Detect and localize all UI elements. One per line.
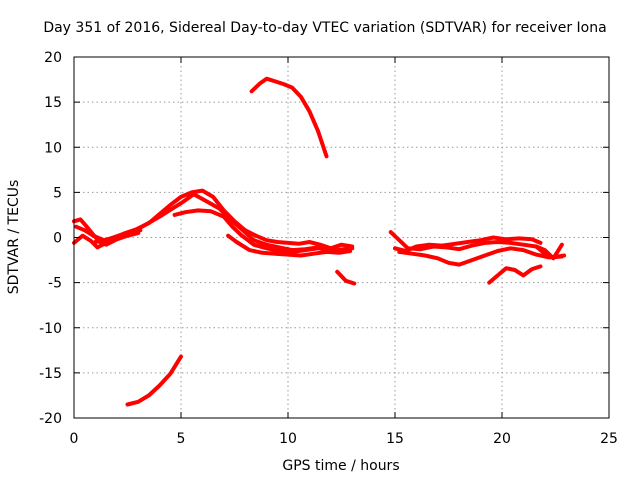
y-tick-label: -5 [48,276,62,292]
x-axis-label: GPS time / hours [282,458,399,474]
x-tick-label: 15 [386,431,404,447]
y-tick-label: 20 [44,50,62,66]
y-tick-label: -15 [39,366,62,382]
series-arc-f [226,233,353,258]
series-arc-n [534,242,564,261]
y-tick-label: 0 [53,231,62,247]
x-tick-label: 5 [177,431,186,447]
chart-title: Day 351 of 2016, Sidereal Day-to-day VTE… [43,20,606,36]
y-tick-label: 10 [44,140,62,156]
series-arc-g [249,76,329,159]
y-tick-label: 5 [53,185,62,201]
y-tick-labels: 20 15 10 5 0 -5 -10 -15 -20 [39,50,62,427]
y-tick-label: 15 [44,95,62,111]
series-arc-h [335,269,357,286]
series-arc-k [393,235,543,253]
data-series [72,76,567,407]
axis-ticks [73,56,610,419]
y-tick-label: -20 [39,411,62,427]
x-tick-label: 20 [493,431,511,447]
series-arc-l [397,246,564,267]
x-tick-label: 25 [600,431,618,447]
x-tick-labels: 0 5 10 15 20 25 [70,431,618,447]
y-axis-label: SDTVAR / TECUs [6,180,22,295]
series-arc-m [487,264,543,285]
x-tick-label: 0 [70,431,79,447]
y-tick-label: -10 [39,321,62,337]
series-arc-e [172,208,333,254]
x-tick-label: 10 [279,431,297,447]
series-arc-i [125,354,183,407]
